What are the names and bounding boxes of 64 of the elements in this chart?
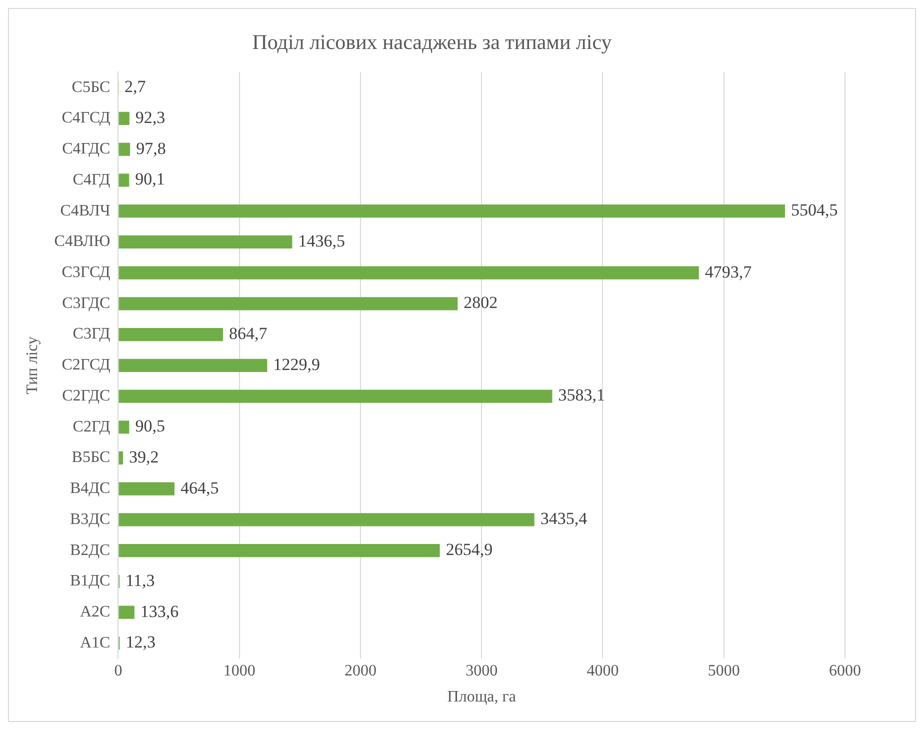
x-tick-label: 2000 — [344, 662, 376, 680]
chart-title: Поділ лісових насаджень за типами лісу — [252, 30, 612, 54]
x-axis-title: Площа, га — [447, 688, 516, 706]
bar — [118, 451, 123, 465]
y-tick-label: В5БС — [72, 449, 110, 466]
bar — [118, 297, 458, 310]
bar — [118, 235, 292, 249]
bar — [118, 174, 130, 187]
data-label: 90,1 — [135, 170, 165, 189]
data-label: 1229,9 — [273, 354, 320, 374]
y-tick-label: С3ГДС — [62, 294, 110, 312]
bar — [118, 328, 223, 342]
x-tick-label: 4000 — [586, 662, 619, 680]
y-tick-label: В4ДС — [70, 480, 110, 498]
y-tick-label: С4ВЛЮ — [54, 233, 110, 250]
y-tick-label: С4ГСД — [62, 110, 110, 127]
y-tick-label: В3ДС — [70, 510, 110, 528]
bar — [118, 266, 699, 280]
bar — [118, 513, 534, 526]
y-tick-label: С4ГДС — [62, 140, 110, 158]
data-label: 3435,4 — [540, 509, 588, 528]
y-tick-label: С2ГД — [72, 418, 110, 436]
bar — [118, 390, 552, 403]
x-tick-label: 0 — [114, 662, 122, 680]
y-tick-label: С5БС — [72, 78, 110, 96]
bar — [118, 142, 130, 156]
bar — [118, 544, 440, 558]
bar — [118, 420, 130, 434]
y-tick-label: А1С — [80, 634, 110, 652]
data-label: 4793,7 — [704, 262, 752, 282]
data-label: 5504,5 — [790, 200, 838, 220]
data-label: 2802 — [464, 293, 498, 312]
data-label: 464,5 — [180, 478, 219, 498]
data-label: 2654,9 — [446, 540, 493, 560]
bar — [118, 112, 130, 126]
data-label: 90,5 — [135, 416, 165, 436]
y-tick-label: С3ГД — [72, 326, 110, 343]
x-tick-label: 5000 — [708, 662, 740, 680]
data-label: 864,7 — [228, 324, 268, 344]
bar — [118, 606, 134, 619]
data-label: 3583,1 — [558, 386, 605, 405]
data-label: 1436,5 — [298, 231, 345, 250]
data-label: 97,8 — [136, 138, 166, 158]
y-tick-label: В2ДС — [70, 542, 110, 559]
data-label: 12,3 — [126, 632, 156, 652]
x-tick-label: 3000 — [466, 662, 498, 680]
y-tick-label: В1ДС — [70, 572, 110, 590]
y-tick-label: С3ГСД — [62, 264, 110, 282]
y-tick-label: С2ГСД — [62, 356, 110, 374]
data-label: 133,6 — [140, 602, 179, 621]
bar — [118, 482, 174, 496]
y-axis-title: Тип лісу — [24, 336, 41, 394]
x-tick-label: 6000 — [829, 662, 861, 680]
y-tick-label: А2С — [80, 604, 110, 621]
y-tick-label: С4ГД — [72, 171, 110, 188]
x-tick-label: 1000 — [223, 662, 256, 680]
data-label: 92,3 — [135, 108, 166, 127]
bar — [118, 358, 268, 372]
y-tick-label: С4ВЛЧ — [60, 202, 110, 220]
data-label: 39,2 — [128, 447, 159, 466]
bar — [118, 204, 785, 218]
data-label: 11,3 — [126, 570, 155, 590]
data-label: 2,7 — [124, 77, 146, 96]
y-tick-label: С2ГДС — [62, 387, 110, 404]
